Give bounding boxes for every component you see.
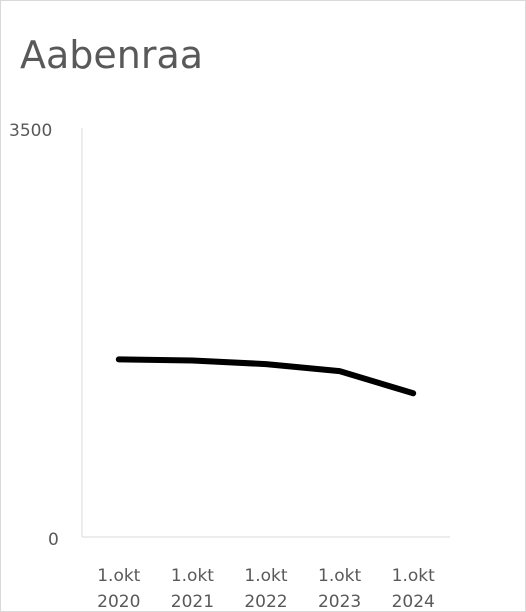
x-tick-label: 2024 bbox=[392, 592, 435, 612]
x-tick-labels: 1.okt 2020 1.okt 2021 1.okt 2022 1.okt 2023 1.ok… bbox=[97, 566, 435, 612]
chart-title: Aabenraa bbox=[20, 33, 203, 77]
data-point bbox=[265, 363, 267, 365]
series-points bbox=[118, 358, 414, 394]
x-tick-label: 1.okt bbox=[171, 566, 214, 586]
x-tick-label: 2021 bbox=[171, 592, 214, 612]
data-point bbox=[412, 392, 414, 394]
x-tick-label: 1.okt bbox=[244, 566, 287, 586]
x-tick-label: 2020 bbox=[97, 592, 140, 612]
x-tick-label: 1.okt bbox=[97, 566, 140, 586]
x-tick-label: 2022 bbox=[244, 592, 287, 612]
data-point bbox=[191, 360, 193, 361]
x-tick-label: 1.okt bbox=[392, 566, 435, 586]
y-tick-label-max: 3500 bbox=[9, 121, 52, 141]
data-point bbox=[339, 370, 341, 372]
data-point bbox=[118, 358, 120, 360]
x-tick-label: 1.okt bbox=[318, 566, 361, 586]
y-tick-label-min: 0 bbox=[48, 530, 59, 550]
x-tick-label: 2023 bbox=[318, 592, 361, 612]
